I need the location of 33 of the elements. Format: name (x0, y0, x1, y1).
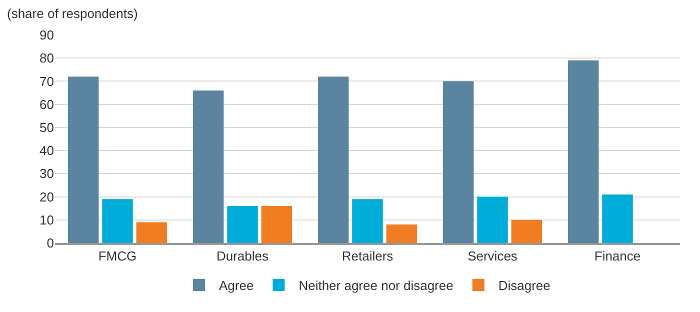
y-tick-label: 80 (40, 50, 54, 66)
bar (192, 90, 224, 243)
y-tick-label: 70 (40, 74, 54, 89)
legend-label: Neither agree nor disagree (298, 278, 454, 294)
bar (318, 76, 349, 243)
y-tick-label: 20 (40, 189, 54, 204)
y-tick-label: 60 (40, 96, 54, 112)
bar (568, 60, 599, 243)
bar (602, 194, 633, 243)
bar (102, 199, 133, 243)
y-tick-label: 40 (40, 143, 54, 158)
legend-label: Disagree (498, 278, 550, 294)
bar (511, 220, 542, 243)
y-axis-title: (share of respondents) (7, 6, 138, 21)
x-tick-label: Retailers (342, 248, 394, 264)
x-tick-label: Durables (216, 248, 270, 264)
y-tick-label: 10 (40, 212, 54, 228)
bar (386, 224, 418, 243)
x-tick-label: Services (468, 248, 518, 264)
bar (477, 196, 508, 243)
bar (352, 199, 383, 243)
bar (68, 76, 99, 243)
legend-label: Agree (219, 278, 254, 294)
bar (442, 81, 474, 243)
bar (136, 222, 168, 243)
y-tick-label: 0 (46, 236, 54, 251)
bar (227, 206, 258, 243)
y-tick-label: 50 (40, 120, 54, 135)
y-tick-label: 90 (40, 28, 54, 43)
y-tick-label: 30 (40, 166, 54, 182)
x-tick-label: FMCG (98, 248, 137, 264)
bar (261, 206, 292, 243)
x-tick-label: Finance (594, 248, 641, 264)
